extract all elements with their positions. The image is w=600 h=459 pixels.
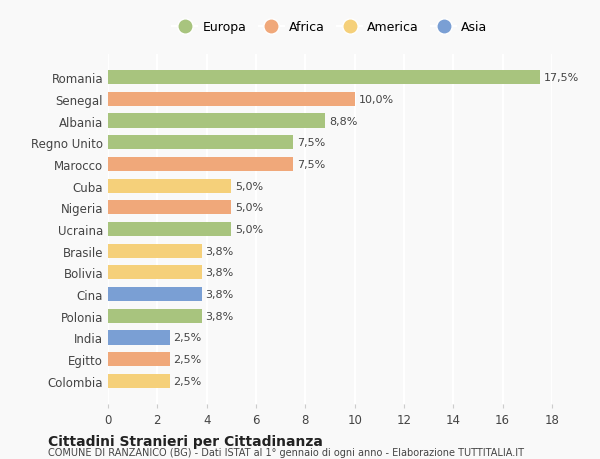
- Text: 5,0%: 5,0%: [235, 181, 263, 191]
- Bar: [108, 330, 170, 345]
- Text: 2,5%: 2,5%: [173, 354, 202, 364]
- Bar: [108, 201, 232, 215]
- Text: 7,5%: 7,5%: [296, 138, 325, 148]
- Text: 10,0%: 10,0%: [358, 95, 394, 105]
- Text: Cittadini Stranieri per Cittadinanza: Cittadini Stranieri per Cittadinanza: [48, 434, 323, 448]
- Bar: [108, 71, 539, 85]
- Text: 3,8%: 3,8%: [205, 290, 233, 299]
- Bar: [108, 157, 293, 172]
- Text: 3,8%: 3,8%: [205, 311, 233, 321]
- Text: 5,0%: 5,0%: [235, 203, 263, 213]
- Text: 7,5%: 7,5%: [296, 160, 325, 169]
- Bar: [108, 136, 293, 150]
- Text: 2,5%: 2,5%: [173, 333, 202, 343]
- Text: COMUNE DI RANZANICO (BG) - Dati ISTAT al 1° gennaio di ogni anno - Elaborazione : COMUNE DI RANZANICO (BG) - Dati ISTAT al…: [48, 448, 524, 458]
- Text: 17,5%: 17,5%: [544, 73, 578, 83]
- Bar: [108, 223, 232, 236]
- Bar: [108, 93, 355, 106]
- Text: 5,0%: 5,0%: [235, 224, 263, 235]
- Legend: Europa, Africa, America, Asia: Europa, Africa, America, Asia: [167, 16, 493, 39]
- Bar: [108, 114, 325, 129]
- Bar: [108, 353, 170, 366]
- Bar: [108, 266, 202, 280]
- Text: 3,8%: 3,8%: [205, 268, 233, 278]
- Bar: [108, 374, 170, 388]
- Bar: [108, 244, 202, 258]
- Bar: [108, 179, 232, 193]
- Bar: [108, 287, 202, 302]
- Text: 8,8%: 8,8%: [329, 116, 357, 126]
- Bar: [108, 309, 202, 323]
- Text: 2,5%: 2,5%: [173, 376, 202, 386]
- Text: 3,8%: 3,8%: [205, 246, 233, 256]
